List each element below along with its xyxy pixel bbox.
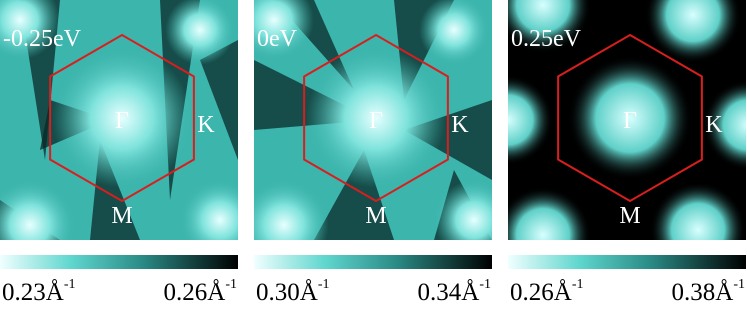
colorbar-value: 0.34Å xyxy=(418,279,480,306)
brillouin-zone xyxy=(49,33,195,203)
energy-label: 0eV xyxy=(257,26,298,52)
bright-spot xyxy=(419,0,489,65)
heatmap xyxy=(508,0,746,240)
k-label: K xyxy=(705,112,723,138)
colorbar xyxy=(0,255,238,269)
bright-spot xyxy=(568,56,692,180)
colorbar-value: 0.26Å xyxy=(510,279,572,306)
colorbar xyxy=(254,255,492,269)
colorbar-value: 0.26Å xyxy=(164,279,226,306)
bright-spot xyxy=(254,180,329,240)
energy-label: 0.25eV xyxy=(511,26,582,52)
bright-spot xyxy=(254,0,314,60)
bright-spot xyxy=(165,0,235,65)
colorbar-exponent: -1 xyxy=(225,277,237,292)
gamma-label: Γ xyxy=(369,108,383,134)
colorbar-exponent: -1 xyxy=(572,277,584,292)
colorbar-value: 0.23Å xyxy=(2,279,64,306)
energy-label: -0.25eV xyxy=(3,26,82,52)
colorbar-min-label: 0.23Å-1 xyxy=(2,277,75,306)
k-label: K xyxy=(197,112,215,138)
dark-streak xyxy=(314,150,394,240)
colorbar-value: 0.38Å xyxy=(672,279,734,306)
colorbar-exponent: -1 xyxy=(733,277,745,292)
bright-spot xyxy=(508,0,591,53)
colorbar-max-label: 0.38Å-1 xyxy=(672,277,745,306)
colorbar-max-label: 0.26Å-1 xyxy=(164,277,237,306)
colorbar-min-label: 0.26Å-1 xyxy=(510,277,583,306)
m-label: M xyxy=(111,203,132,229)
bright-spot xyxy=(508,75,553,165)
bright-spot xyxy=(180,180,238,240)
bright-spot xyxy=(508,187,591,240)
gamma-label: Γ xyxy=(623,108,637,134)
heatmap xyxy=(0,0,238,240)
colorbar-value: 0.30Å xyxy=(256,279,318,306)
brillouin-zone xyxy=(303,33,449,203)
colorbar-exponent: -1 xyxy=(64,277,76,292)
bright-spot xyxy=(645,0,741,63)
gamma-label: Γ xyxy=(115,108,129,134)
bright-spot xyxy=(0,0,60,60)
bright-spot xyxy=(0,180,75,240)
colorbar-exponent: -1 xyxy=(318,277,330,292)
colorbar-max-label: 0.34Å-1 xyxy=(418,277,491,306)
brillouin-zone xyxy=(557,33,703,203)
bright-spot xyxy=(52,48,192,188)
m-label: M xyxy=(619,203,640,229)
colorbar-min-label: 0.30Å-1 xyxy=(256,277,329,306)
bright-spot xyxy=(703,80,746,170)
bright-spot xyxy=(650,182,746,240)
colorbar-exponent: -1 xyxy=(479,277,491,292)
bright-spot xyxy=(434,180,492,240)
bright-spot xyxy=(306,48,446,188)
k-label: K xyxy=(451,112,469,138)
dark-streak xyxy=(200,40,238,160)
colorbar xyxy=(508,255,746,269)
m-label: M xyxy=(365,203,386,229)
